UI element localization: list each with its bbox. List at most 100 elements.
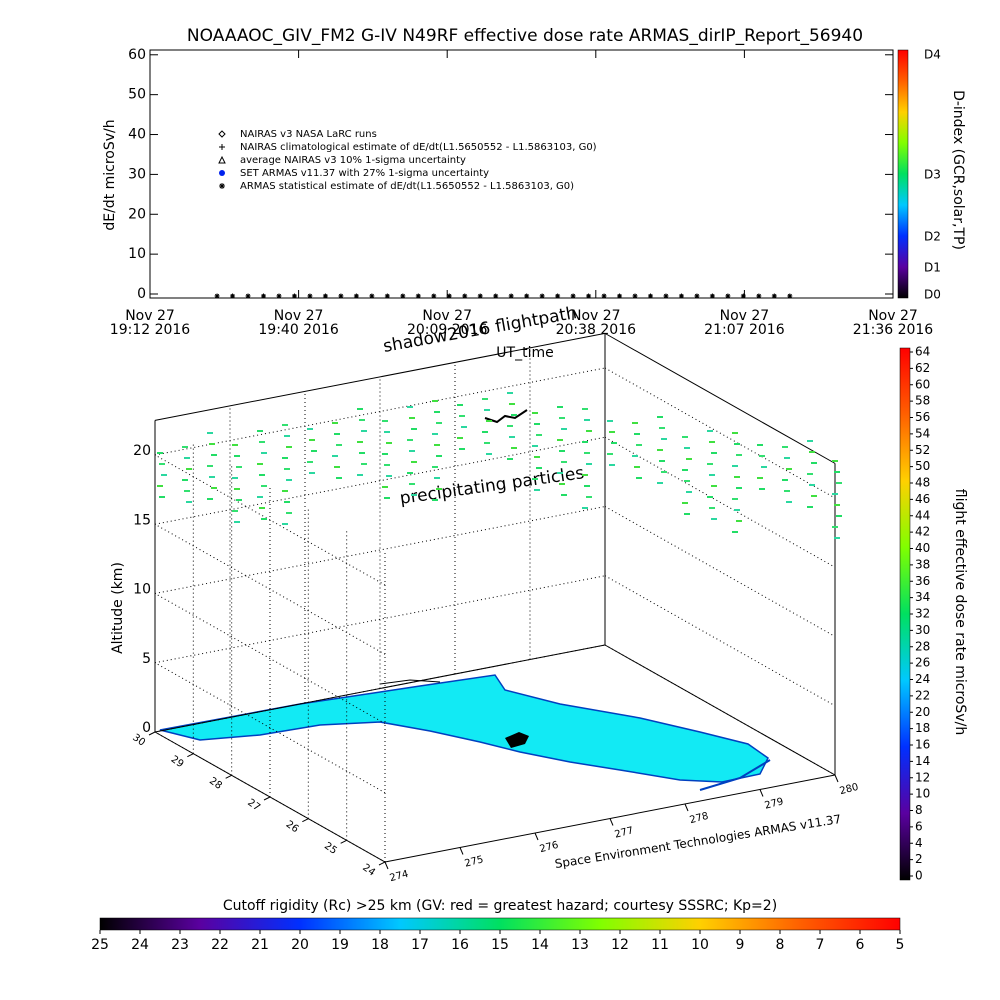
dose-dash: [784, 457, 790, 459]
legend-label: NAIRAS climatological estimate of dE/dt(…: [240, 142, 597, 153]
marker: [771, 293, 777, 299]
marker: [446, 293, 452, 299]
y-tick: [263, 796, 271, 801]
y-tick-label: 20: [128, 206, 146, 222]
y-tick-label: 0: [137, 286, 146, 302]
dose-dash: [361, 463, 367, 465]
dose-dash: [607, 420, 613, 422]
marker: [276, 293, 282, 299]
dose-dash: [709, 507, 715, 509]
dose-dash: [682, 436, 688, 438]
dose-dash: [582, 441, 588, 443]
dose-dash: [657, 482, 663, 484]
dose-dash: [359, 419, 365, 421]
x-tick-label: 20:38 2016: [556, 322, 637, 338]
flight-shadow: [484, 409, 528, 424]
dose-dash: [409, 450, 415, 452]
dose-dash: [686, 458, 692, 460]
marker: [740, 293, 746, 299]
dose-dash: [286, 512, 292, 514]
dose-dash: [682, 502, 688, 504]
dose-dash: [707, 463, 713, 465]
annotation: precipitating particles: [399, 463, 586, 509]
dose-dash: [382, 453, 388, 455]
colorbar-tick-label: 24: [915, 672, 930, 686]
colorbar-tick-label: D3: [924, 168, 941, 182]
z-tick-label: 5: [142, 651, 151, 667]
dose-dash: [186, 468, 192, 470]
legend-label: SET ARMAS v11.37 with 27% 1-sigma uncert…: [240, 168, 489, 179]
dose-dash: [509, 436, 515, 438]
dose-dash: [357, 474, 363, 476]
colorbar-tick-label: 36: [915, 574, 930, 588]
y-tick-label: 28: [207, 776, 224, 792]
dose-dash: [532, 412, 538, 414]
flight-track: [379, 679, 441, 685]
marker: [493, 293, 499, 299]
y-tick: [378, 861, 386, 866]
dose-dash: [659, 427, 665, 429]
dose-dash: [586, 430, 592, 432]
z-tick-label: 15: [133, 512, 151, 528]
dose-dash: [782, 479, 788, 481]
dose-dash: [561, 494, 567, 496]
marker: [219, 170, 225, 176]
colorbar-tick-label: 34: [915, 590, 930, 604]
dose-dash: [507, 392, 513, 394]
dose-dash: [234, 521, 240, 523]
dose-dash: [534, 423, 540, 425]
dose-dash: [536, 434, 542, 436]
dose-dash: [657, 416, 663, 418]
marker: [218, 155, 226, 164]
dose-dash: [834, 471, 840, 473]
dose-dash: [661, 438, 667, 440]
dose-dash: [234, 455, 240, 457]
dose-dash: [432, 466, 438, 468]
colorbar-tick-label: 2: [915, 852, 923, 866]
dose-dash: [207, 498, 213, 500]
dose-dash: [834, 504, 840, 506]
marker: [307, 293, 313, 299]
colorbar-tick-label: 50: [915, 459, 930, 473]
marker: [369, 293, 375, 299]
dose-dash: [461, 426, 467, 428]
colorbar-tick-label: 18: [371, 937, 389, 953]
dose-dash: [736, 487, 742, 489]
dose-dash: [309, 439, 315, 441]
dose-dash: [434, 477, 440, 479]
dose-dash: [486, 420, 492, 422]
dose-dash: [232, 477, 238, 479]
dose-dash: [157, 485, 163, 487]
x-tick-label: Nov 27: [868, 308, 918, 324]
marker: [617, 293, 623, 299]
dose-dash: [232, 510, 238, 512]
dose-dash: [736, 520, 742, 522]
legend-label: average NAIRAS v3 10% 1-sigma uncertaint…: [240, 155, 466, 166]
marker: [353, 293, 359, 299]
dose-dash: [732, 432, 738, 434]
dose-dash: [307, 461, 313, 463]
colorbar-tick-label: 30: [915, 623, 930, 637]
y-tick-label: 40: [128, 127, 146, 143]
dose-dash: [809, 484, 815, 486]
x-tick-label: 19:40 2016: [258, 322, 339, 338]
dose-dash: [409, 483, 415, 485]
z-axis-label: Altitude (km): [110, 562, 126, 654]
dose-dash: [257, 430, 263, 432]
dose-dash: [407, 439, 413, 441]
dose-dash: [159, 463, 165, 465]
marker: [787, 293, 793, 299]
colorbar-tick-label: 22: [211, 937, 229, 953]
marker: [219, 183, 225, 189]
dose-dash: [534, 489, 540, 491]
dose-dash: [682, 469, 688, 471]
dose-dash: [559, 483, 565, 485]
colorbar-tick-label: 54: [915, 426, 930, 440]
colorbar-tick-label: 19: [331, 937, 349, 953]
dose-dash: [607, 453, 613, 455]
dose-dash: [582, 507, 588, 509]
dose-dash: [209, 443, 215, 445]
dose-dash: [634, 466, 640, 468]
dose-dash: [582, 408, 588, 410]
